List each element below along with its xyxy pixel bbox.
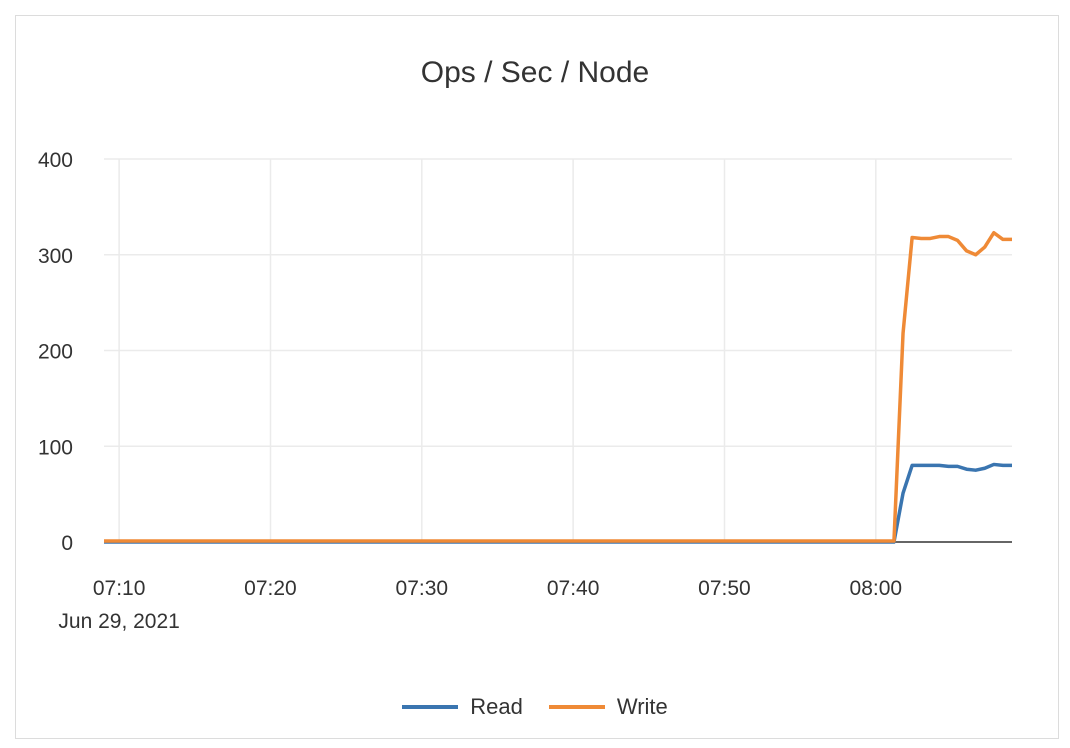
legend-item-write[interactable]: Write — [548, 694, 668, 720]
x-tick-label: 07:30 — [396, 577, 449, 600]
legend-swatch-read — [402, 705, 459, 709]
y-tick-label: 400 — [38, 149, 73, 172]
x-tick-label: 07:40 — [547, 577, 600, 600]
legend-label-read: Read — [470, 694, 523, 719]
y-tick-label: 0 — [61, 532, 73, 555]
legend: Read Write — [0, 694, 1070, 720]
y-tick-label: 100 — [38, 436, 73, 459]
x-tick-label: 07:20 — [244, 577, 297, 600]
series-line-write — [104, 230, 1012, 543]
chart-card — [15, 15, 1059, 739]
y-tick-label: 300 — [38, 245, 73, 268]
chart-title: Ops / Sec / Node — [420, 56, 650, 89]
legend-item-read[interactable]: Read — [402, 694, 523, 720]
legend-swatch-write — [548, 705, 605, 709]
legend-label-write: Write — [616, 694, 668, 719]
y-tick-label: 200 — [38, 341, 73, 364]
x-tick-label: 07:50 — [698, 577, 751, 600]
x-tick-label: 07:10 — [93, 577, 146, 600]
x-tick-label: 08:00 — [850, 577, 903, 600]
x-tick-date-label: Jun 29, 2021 — [58, 610, 179, 633]
